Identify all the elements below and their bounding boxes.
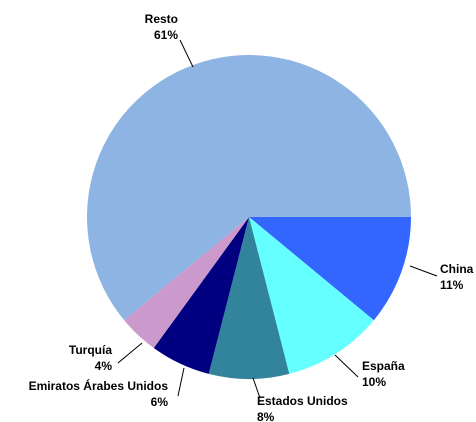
slice-label: Emiratos Árabes Unidos — [29, 378, 169, 393]
slice-value-label: 11% — [440, 278, 464, 292]
leader-line — [252, 377, 261, 399]
leader-line — [334, 354, 359, 378]
slice-label: Estados Unidos — [257, 394, 348, 408]
slice-label: China — [440, 262, 474, 276]
slice-value-label: 4% — [95, 359, 113, 373]
leader-line — [117, 342, 143, 364]
slice-label: España — [362, 359, 405, 373]
pie-slice — [153, 217, 249, 374]
pie-slice — [208, 217, 290, 379]
slice-value-label: 10% — [362, 375, 386, 389]
leader-line — [179, 39, 194, 68]
slice-value-label: 61% — [154, 28, 178, 42]
pie-slice — [86, 55, 411, 321]
pie-slice — [124, 217, 249, 349]
slice-label: Turquía — [69, 343, 112, 357]
leader-line — [409, 265, 438, 277]
slice-value-label: 8% — [257, 410, 275, 422]
pie-slice — [249, 217, 374, 374]
slice-value-label: 6% — [151, 395, 169, 409]
leader-line — [177, 367, 185, 397]
pie-slice — [249, 217, 412, 321]
slice-label: Resto — [145, 12, 178, 26]
